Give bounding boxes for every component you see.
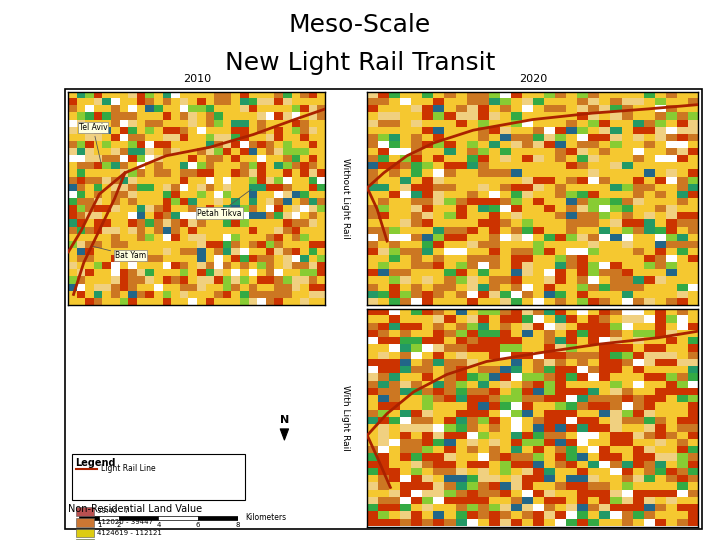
Bar — [99, 516, 119, 520]
Bar — [119, 516, 158, 520]
Text: 39:40 - 7: 39:40 - 7 — [97, 508, 129, 515]
Text: Without Light Rail: Without Light Rail — [341, 158, 351, 239]
Text: Bat Yam: Bat Yam — [91, 246, 145, 260]
Text: 2010: 2010 — [183, 73, 211, 84]
Text: Kilometers: Kilometers — [245, 514, 286, 522]
Text: Meso-Scale: Meso-Scale — [289, 14, 431, 37]
Text: 2020: 2020 — [518, 73, 547, 84]
Text: New Light Rail Transit: New Light Rail Transit — [225, 51, 495, 75]
Text: Petah Tikva: Petah Tikva — [197, 190, 251, 218]
Bar — [158, 516, 198, 520]
Text: N: N — [280, 415, 289, 425]
Text: 112020 - 39447: 112020 - 39447 — [97, 519, 153, 525]
Text: Non-Residential Land Value: Non-Residential Land Value — [68, 504, 202, 514]
Bar — [198, 516, 238, 520]
Text: With Light Rail: With Light Rail — [341, 385, 351, 451]
Text: Legend: Legend — [76, 458, 116, 468]
Text: Light Rail Line: Light Rail Line — [101, 464, 156, 473]
Bar — [79, 516, 99, 520]
Text: 4124619 - 112121: 4124619 - 112121 — [97, 530, 162, 536]
Text: Tel Aviv: Tel Aviv — [78, 123, 107, 164]
